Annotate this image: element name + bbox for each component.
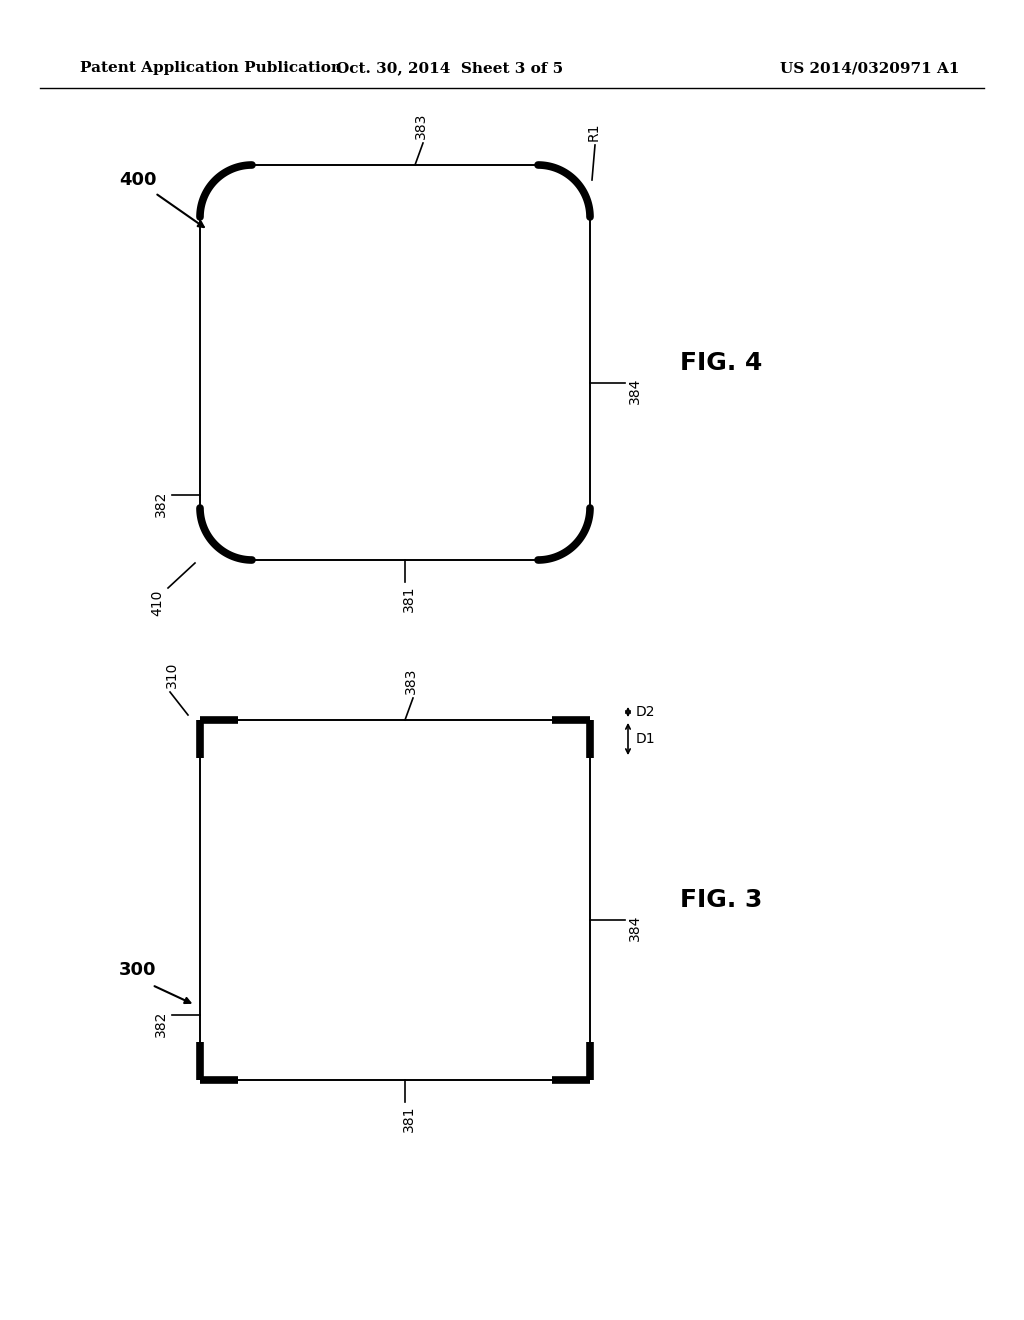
Text: FIG. 4: FIG. 4 [680,351,763,375]
Text: 310: 310 [165,661,179,688]
Text: 382: 382 [154,1011,168,1038]
Text: 400: 400 [119,172,157,189]
Text: R1: R1 [587,123,601,141]
Text: Patent Application Publication: Patent Application Publication [80,61,342,75]
Text: 383: 383 [404,668,418,694]
Text: Oct. 30, 2014  Sheet 3 of 5: Oct. 30, 2014 Sheet 3 of 5 [337,61,563,75]
Text: 382: 382 [154,491,168,517]
Text: 384: 384 [628,915,642,941]
Text: 381: 381 [402,1106,416,1133]
Text: D2: D2 [636,705,655,719]
Text: 383: 383 [414,112,428,139]
Text: 381: 381 [402,586,416,612]
Text: 410: 410 [150,590,164,616]
Text: D1: D1 [636,733,655,746]
Text: US 2014/0320971 A1: US 2014/0320971 A1 [780,61,959,75]
Text: FIG. 3: FIG. 3 [680,888,763,912]
Text: 384: 384 [628,378,642,404]
Text: 300: 300 [119,961,157,979]
